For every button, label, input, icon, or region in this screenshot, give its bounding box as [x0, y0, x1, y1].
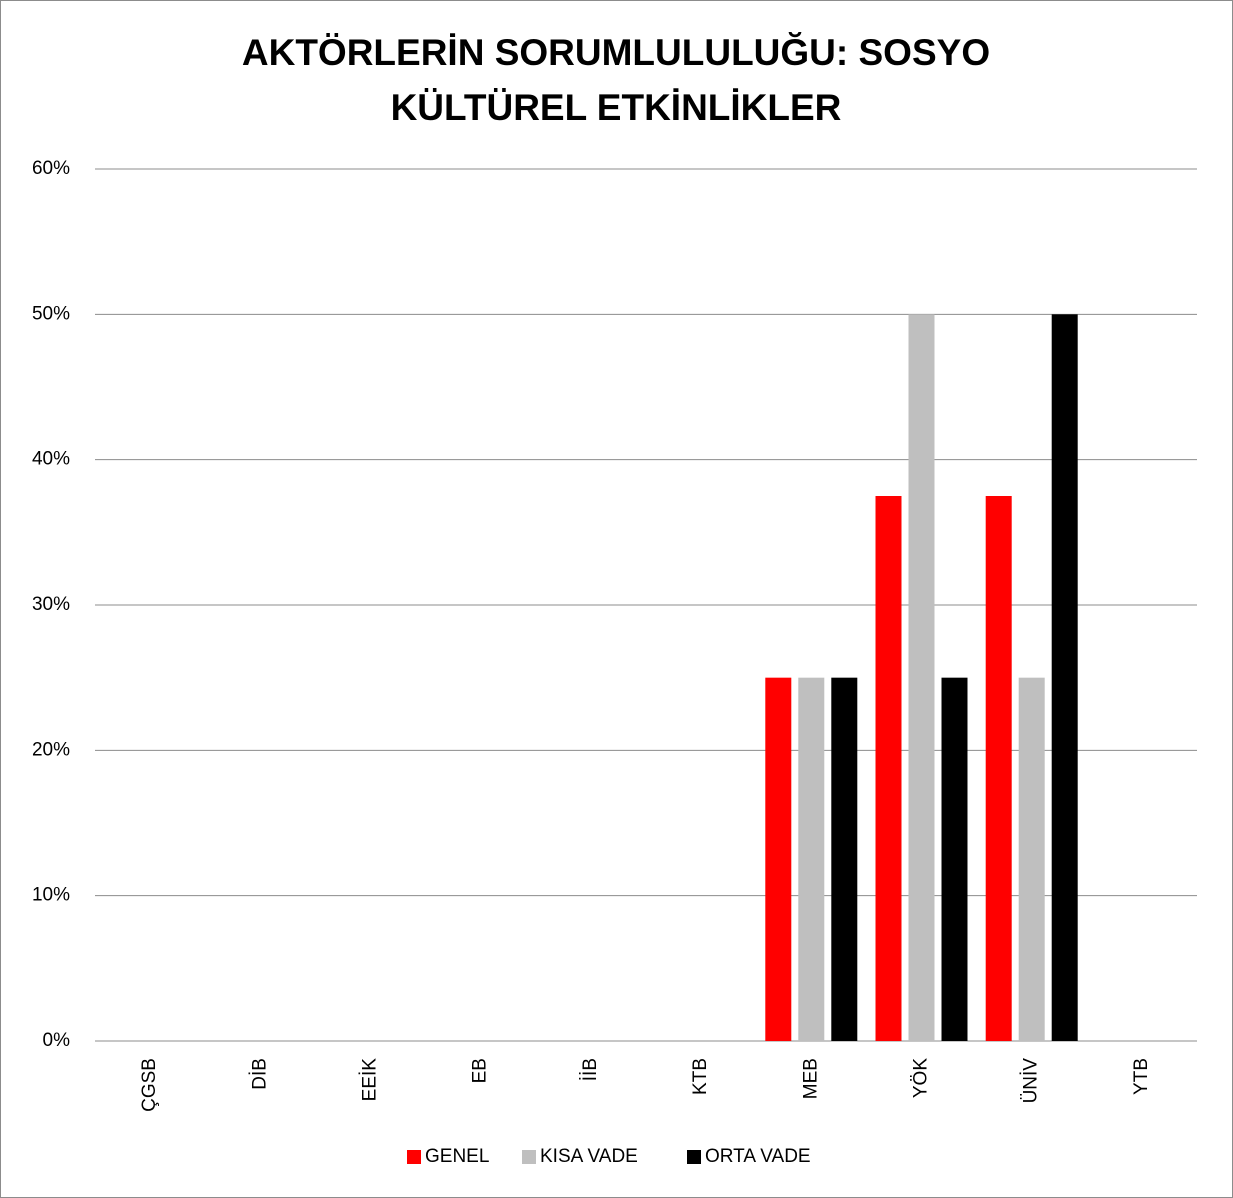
y-tick-label: 50%	[32, 303, 70, 324]
bar	[985, 496, 1012, 1041]
x-tick-label: İİB	[580, 1058, 601, 1081]
legend-swatch	[407, 1150, 421, 1164]
bar	[1051, 314, 1078, 1041]
bar	[831, 677, 858, 1041]
chart-title: KÜLTÜREL ETKİNLİKLER	[391, 87, 842, 128]
x-tick-label: MEB	[800, 1058, 821, 1099]
x-tick-label: DİB	[249, 1058, 270, 1090]
bar	[908, 314, 935, 1041]
legend-label: KISA VADE	[540, 1146, 638, 1167]
bar	[765, 677, 792, 1041]
bar	[798, 677, 825, 1041]
legend-label: GENEL	[425, 1146, 489, 1167]
x-tick-label: ÜNİV	[1021, 1058, 1042, 1104]
y-tick-label: 30%	[32, 594, 70, 615]
y-tick-label: 60%	[32, 158, 70, 179]
x-tick-label: YTB	[1131, 1058, 1152, 1095]
legend-swatch	[522, 1150, 536, 1164]
x-tick-label: EB	[470, 1058, 491, 1083]
bar	[941, 677, 968, 1041]
x-tick-label: YÖK	[911, 1058, 932, 1098]
chart-title: AKTÖRLERİN SORUMLULULUĞU: SOSYO	[242, 32, 990, 73]
legend-swatch	[687, 1150, 701, 1164]
y-tick-label: 10%	[32, 885, 70, 906]
y-tick-label: 0%	[43, 1030, 71, 1051]
bar	[1018, 677, 1045, 1041]
y-tick-label: 40%	[32, 449, 70, 470]
legend-label: ORTA VADE	[705, 1146, 811, 1167]
x-tick-label: ÇGSB	[139, 1058, 160, 1112]
y-tick-label: 20%	[32, 739, 70, 760]
bar	[875, 496, 902, 1041]
x-tick-label: EEİK	[360, 1058, 381, 1102]
x-tick-label: KTB	[690, 1058, 711, 1095]
